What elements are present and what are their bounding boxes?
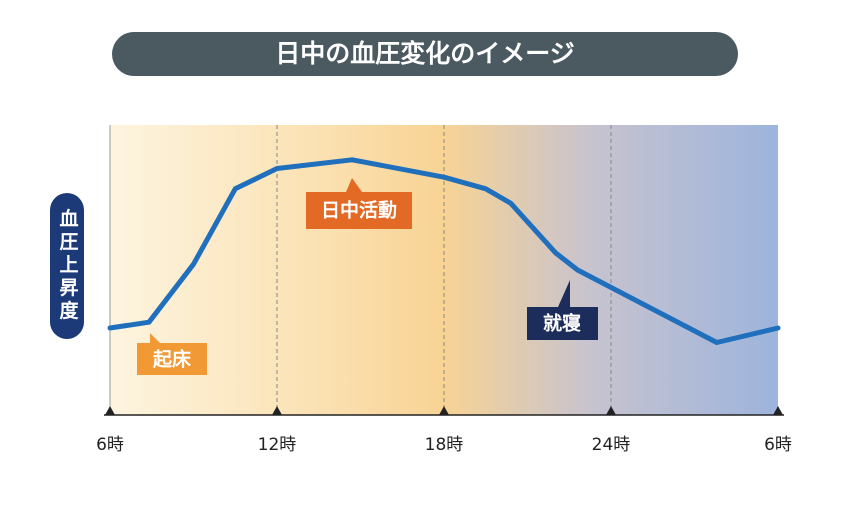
callout-box xyxy=(306,178,412,229)
title-pill xyxy=(112,32,738,76)
x-tick-label: 24時 xyxy=(592,435,631,455)
tick-mark xyxy=(439,406,449,415)
annotation: 起床 xyxy=(152,348,191,371)
x-tick-label: 12時 xyxy=(258,435,297,455)
annotation: 就寝 xyxy=(543,312,581,335)
data-line xyxy=(107,157,781,345)
tick-mark xyxy=(272,406,282,415)
tick-mark xyxy=(773,406,783,415)
ylabel-pill xyxy=(50,193,84,339)
annotation: 日中活動 xyxy=(321,199,397,222)
callout-box xyxy=(527,280,598,340)
tick-mark xyxy=(606,406,616,415)
x-tick-label: 6時 xyxy=(96,435,124,455)
y-axis-label: 血圧上昇度 xyxy=(57,207,79,323)
tick-mark xyxy=(105,406,115,415)
x-tick-label: 18時 xyxy=(425,435,464,455)
x-tick-label: 6時 xyxy=(764,435,792,455)
chart-title: 日中の血圧変化のイメージ xyxy=(275,39,575,68)
callout-box xyxy=(137,333,207,375)
